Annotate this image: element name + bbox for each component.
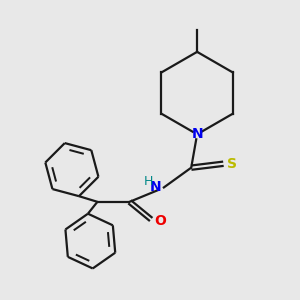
Text: O: O <box>154 214 166 229</box>
Text: S: S <box>226 157 237 171</box>
Text: N: N <box>191 127 203 141</box>
Text: N: N <box>149 180 161 194</box>
Text: H: H <box>143 175 153 188</box>
